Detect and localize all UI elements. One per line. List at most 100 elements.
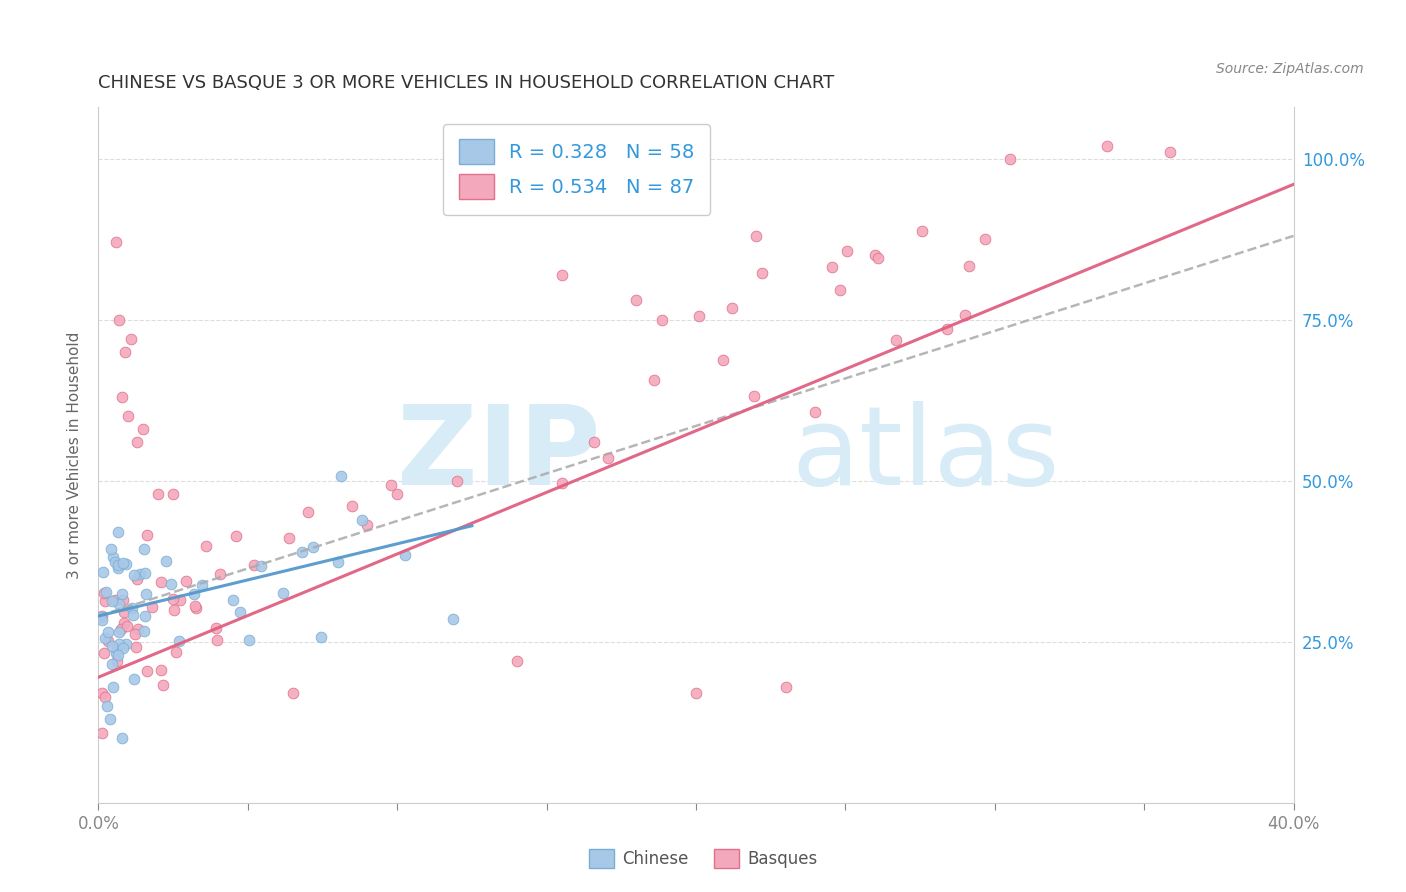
Point	[122, 608, 145, 623]
Point	[136, 527, 159, 541]
Point	[350, 513, 373, 527]
Point	[152, 678, 174, 692]
Point	[124, 672, 146, 686]
Point	[107, 558, 129, 573]
Point	[582, 434, 605, 449]
Text: Source: ZipAtlas.com: Source: ZipAtlas.com	[1216, 62, 1364, 77]
Point	[94, 631, 117, 645]
Text: CHINESE VS BASQUE 3 OR MORE VEHICLES IN HOUSEHOLD CORRELATION CHART: CHINESE VS BASQUE 3 OR MORE VEHICLES IN …	[98, 74, 835, 92]
Point	[176, 574, 198, 588]
Point	[97, 625, 120, 640]
Point	[551, 475, 574, 490]
Point	[90, 610, 112, 624]
Point	[953, 308, 976, 322]
Point	[238, 633, 260, 648]
Point	[101, 639, 124, 653]
Point	[101, 657, 124, 671]
Point	[94, 594, 117, 608]
Point	[111, 390, 134, 404]
Point	[93, 690, 115, 704]
Point	[91, 609, 114, 624]
Point	[134, 608, 156, 623]
Point	[100, 541, 122, 556]
Point	[225, 529, 247, 543]
Point	[120, 332, 142, 346]
Point	[998, 152, 1021, 166]
Point	[186, 600, 208, 615]
Point	[205, 632, 228, 647]
Point	[281, 686, 304, 700]
Point	[112, 557, 135, 571]
Point	[742, 389, 765, 403]
Legend: Chinese, Basques: Chinese, Basques	[582, 842, 824, 875]
Point	[162, 592, 184, 607]
Y-axis label: 3 or more Vehicles in Household: 3 or more Vehicles in Household	[67, 331, 83, 579]
Point	[394, 549, 416, 563]
Point	[105, 641, 128, 656]
Point	[297, 505, 319, 519]
Point	[356, 518, 378, 533]
Point	[651, 313, 673, 327]
Point	[97, 634, 120, 648]
Point	[115, 619, 138, 633]
Point	[328, 555, 350, 569]
Point	[114, 557, 136, 571]
Point	[134, 624, 156, 639]
Point	[911, 224, 934, 238]
Point	[828, 283, 851, 297]
Point	[205, 621, 228, 635]
Point	[208, 567, 231, 582]
Point	[94, 584, 117, 599]
Point	[278, 531, 301, 545]
Point	[105, 654, 128, 668]
Point	[149, 663, 172, 677]
Point	[291, 544, 314, 558]
Point	[90, 613, 112, 627]
Point	[117, 409, 139, 424]
Point	[111, 587, 134, 601]
Point	[380, 478, 402, 492]
Point	[107, 561, 129, 575]
Point	[103, 555, 125, 569]
Point	[127, 622, 149, 636]
Point	[309, 630, 332, 644]
Point	[114, 344, 136, 359]
Point	[111, 641, 134, 656]
Point	[121, 601, 143, 615]
Point	[643, 373, 665, 387]
Point	[165, 645, 187, 659]
Point	[183, 587, 205, 601]
Point	[222, 592, 245, 607]
Point	[506, 654, 529, 668]
Point	[108, 312, 131, 326]
Point	[302, 540, 325, 554]
Point	[104, 593, 127, 607]
Point	[775, 680, 797, 694]
Point	[821, 260, 844, 275]
Point	[1159, 145, 1181, 159]
Point	[191, 578, 214, 592]
Point	[711, 353, 734, 368]
Point	[973, 232, 995, 246]
Point	[689, 309, 711, 323]
Point	[249, 559, 271, 574]
Point	[721, 301, 744, 316]
Point	[550, 268, 572, 282]
Point	[93, 586, 115, 600]
Point	[125, 640, 148, 654]
Point	[167, 633, 190, 648]
Point	[114, 605, 136, 619]
Point	[446, 474, 468, 488]
Point	[330, 468, 353, 483]
Point	[105, 235, 128, 250]
Point	[596, 450, 619, 465]
Point	[745, 228, 768, 243]
Point	[135, 587, 157, 601]
Point	[122, 567, 145, 582]
Point	[868, 251, 890, 265]
Point	[98, 712, 122, 726]
Point	[105, 647, 128, 661]
Point	[93, 647, 115, 661]
Point	[108, 598, 131, 612]
Point	[112, 592, 135, 607]
